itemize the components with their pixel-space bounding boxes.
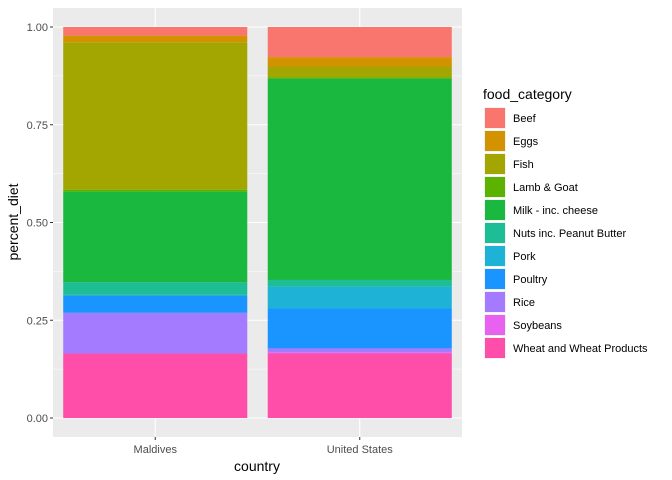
legend-swatch <box>485 223 505 243</box>
bar-segment <box>63 35 248 43</box>
legend-swatch <box>485 292 505 312</box>
bar-segment <box>267 279 452 287</box>
bar-segment <box>63 191 248 283</box>
legend-label: Lamb & Goat <box>513 182 578 194</box>
bar-segment <box>267 77 452 79</box>
bar-segment <box>63 189 248 192</box>
legend-swatch <box>485 177 505 197</box>
x-axis-title: country <box>234 458 280 474</box>
legend-swatch <box>485 269 505 289</box>
legend-swatch <box>485 108 505 128</box>
bar-segment <box>63 312 248 354</box>
bars <box>63 27 452 418</box>
x-tick-label: United States <box>327 444 394 456</box>
legend-title: food_category <box>483 86 572 102</box>
y-axis: 0.00 0.25 0.50 0.75 1.00 <box>27 22 53 425</box>
legend-label: Nuts inc. Peanut Butter <box>513 228 626 240</box>
y-tick-label: 0.50 <box>27 218 48 230</box>
legend-swatch <box>485 200 505 220</box>
legend-label: Rice <box>513 297 535 309</box>
bar-segment <box>267 27 452 58</box>
y-tick-label: 1.00 <box>27 22 48 34</box>
legend-swatch <box>485 131 505 151</box>
bar-segment <box>63 296 248 313</box>
bar-segment <box>267 308 452 349</box>
x-axis: Maldives United States <box>134 437 394 456</box>
bar-segment <box>267 352 452 354</box>
y-tick-label: 0.25 <box>27 315 48 327</box>
bar-segment <box>63 282 248 295</box>
legend-swatch <box>485 315 505 335</box>
legend-swatch <box>485 338 505 358</box>
legend-label: Beef <box>513 113 537 125</box>
bar-segment <box>267 353 452 418</box>
legend-label: Pork <box>513 251 536 263</box>
bar-segment <box>267 348 452 353</box>
legend-label: Fish <box>513 159 534 171</box>
legend-label: Wheat and Wheat Products <box>513 343 648 355</box>
bar-segment <box>267 57 452 67</box>
x-tick-label: Maldives <box>134 444 178 456</box>
y-tick-label: 0.00 <box>27 413 48 425</box>
bar-segment <box>267 286 452 309</box>
bar-segment <box>267 78 452 280</box>
legend-label: Milk - inc. cheese <box>513 205 598 217</box>
legend-label: Poultry <box>513 274 548 286</box>
legend-label: Soybeans <box>513 320 562 332</box>
bar-segment <box>63 353 248 418</box>
legend-swatch <box>485 154 505 174</box>
bar-segment <box>267 66 452 78</box>
bar-segment <box>63 294 248 297</box>
bar-segment <box>63 27 248 36</box>
legend-label: Eggs <box>513 136 539 148</box>
y-tick-label: 0.75 <box>27 120 48 132</box>
bar-segment <box>63 42 248 190</box>
legend-swatch <box>485 246 505 266</box>
legend: food_category Beef Eggs Fish Lamb & Goat Mil… <box>483 86 648 359</box>
y-axis-title: percent_diet <box>5 183 21 260</box>
